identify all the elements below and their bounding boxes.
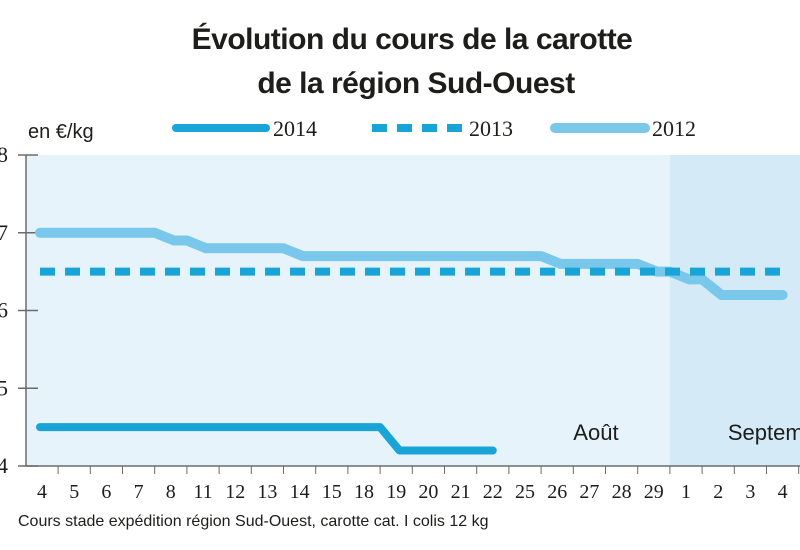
legend-label-2012: 2012 (652, 116, 696, 141)
x-tick-label: 6 (101, 481, 111, 503)
x-tick-label: 13 (257, 481, 277, 503)
x-tick-label: 28 (612, 481, 632, 503)
plot-area-august (26, 155, 670, 466)
x-tick-label: 19 (386, 481, 406, 503)
month-label: Septemb (728, 420, 800, 445)
x-tick-label: 25 (515, 481, 535, 503)
x-tick-label: 8 (166, 481, 176, 503)
x-tick-label: 27 (579, 481, 599, 503)
y-tick-label: 5 (0, 375, 8, 400)
series-lines (35, 227, 788, 455)
x-tick-label: 12 (225, 481, 245, 503)
legend-label-2013: 2013 (469, 116, 513, 141)
x-tick-label: 7 (134, 481, 144, 503)
x-tick-label: 20 (418, 481, 438, 503)
chart-caption: Cours stade expédition région Sud-Ouest,… (18, 513, 489, 530)
x-tick-label: 18 (354, 481, 374, 503)
y-tick-label: 7 (0, 220, 8, 245)
legend: en €/kg 2014 2013 2012 (28, 116, 696, 143)
chart-title: Évolution du cours de la carotte (191, 23, 633, 56)
x-tick-label: 5 (69, 481, 79, 503)
x-tick-label: 29 (644, 481, 664, 503)
x-tick-label: 4 (778, 481, 788, 503)
legend-label-2014: 2014 (273, 116, 317, 141)
x-tick-label: 4 (37, 481, 47, 503)
y-unit-label: en €/kg (28, 121, 94, 143)
x-tick-label: 15 (322, 481, 342, 503)
x-tick-label: 14 (290, 481, 310, 503)
x-tick-label: 1 (681, 481, 691, 503)
x-tick-label: 3 (745, 481, 755, 503)
chart-subtitle: de la région Sud-Ouest (257, 67, 575, 100)
y-tick-label: 6 (0, 298, 8, 323)
axes (18, 154, 800, 474)
x-tick-label: 11 (193, 481, 212, 503)
y-tick-label: 8 (0, 142, 8, 167)
series-line-2014 (36, 423, 497, 455)
plot-background (26, 155, 800, 466)
month-label: Août (573, 420, 618, 445)
y-tick-label: 4 (0, 453, 8, 478)
x-tick-label: 21 (451, 481, 471, 503)
x-tick-label: 2 (713, 481, 723, 503)
plot-area-september (669, 155, 800, 466)
x-tick-label: 22 (483, 481, 503, 503)
x-tick-label: 26 (547, 481, 567, 503)
